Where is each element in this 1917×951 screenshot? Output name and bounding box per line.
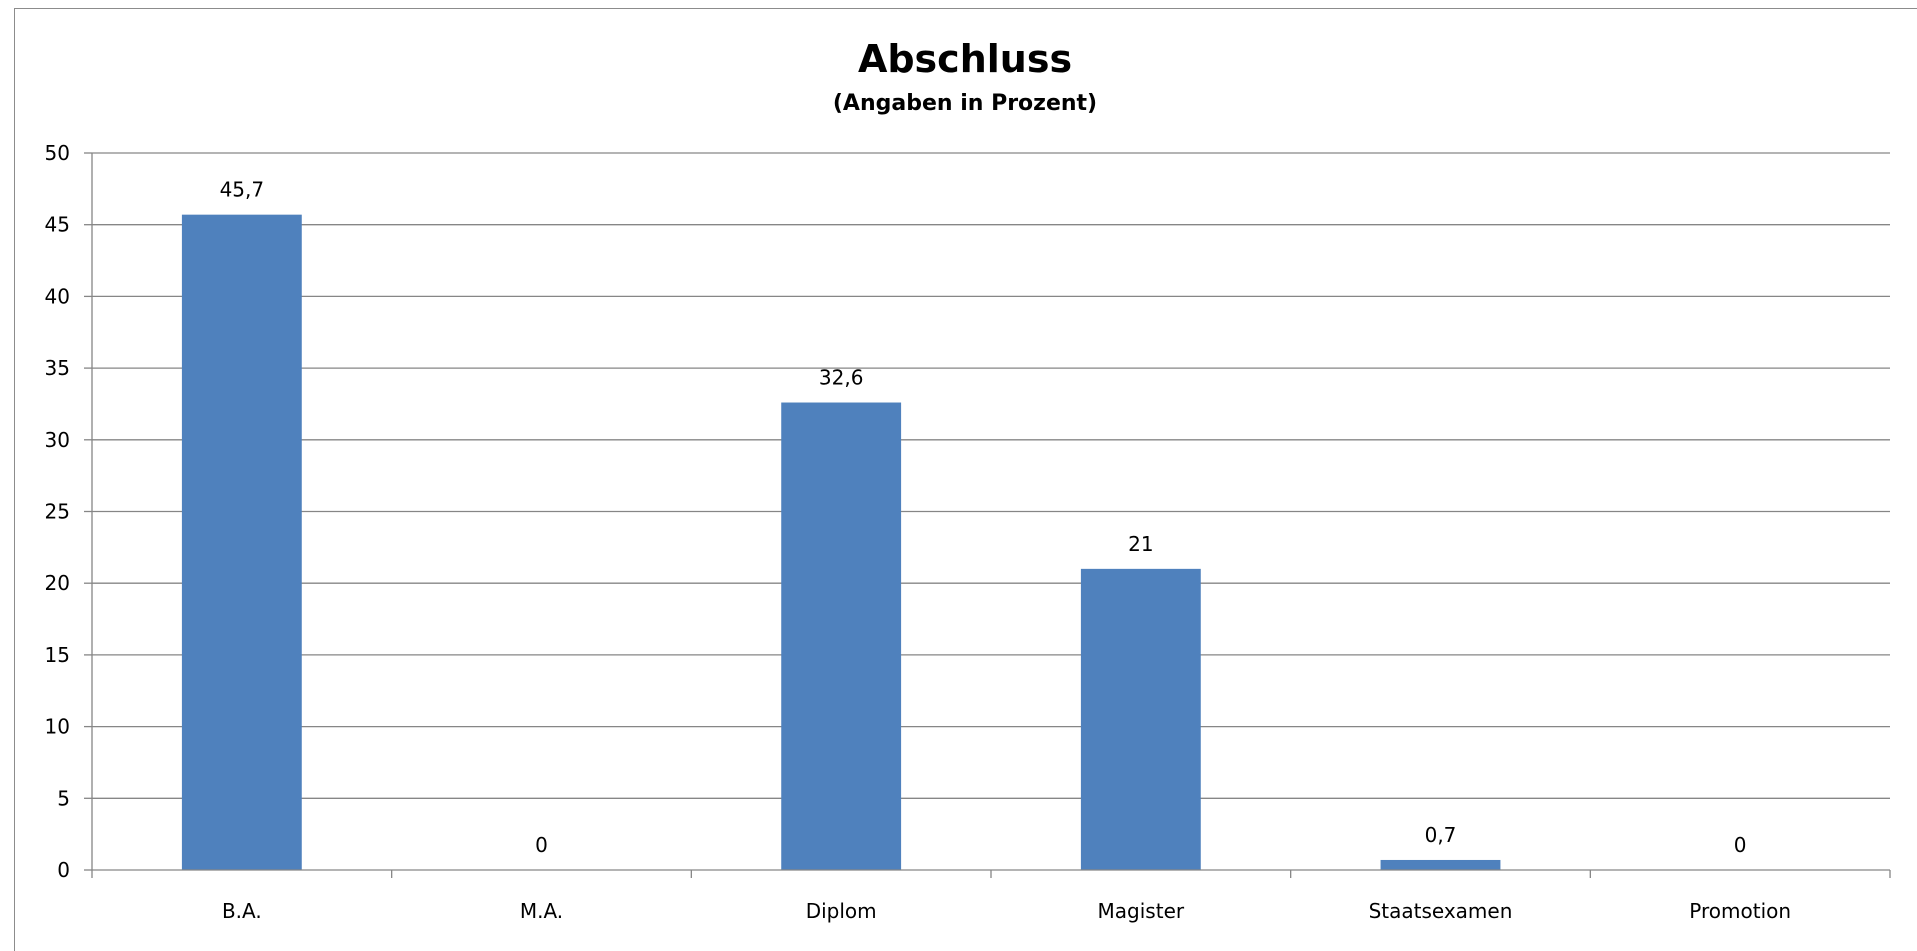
- y-axis-ticks: 0 5 10 15 20 25 30 35 40 45 50: [45, 141, 92, 882]
- y-tick-label: 15: [45, 643, 70, 667]
- category-label: M.A.: [520, 899, 563, 923]
- data-label: 0: [535, 833, 548, 857]
- y-tick-label: 40: [45, 284, 70, 308]
- chart-title: Abschluss: [858, 37, 1072, 81]
- y-tick-label: 5: [57, 786, 70, 810]
- bar: [1080, 568, 1201, 870]
- y-tick-label: 30: [45, 428, 70, 452]
- data-labels: 45,7 0 32,6 21 0,7 0: [220, 178, 1747, 857]
- y-tick-label: 35: [45, 356, 70, 380]
- category-label: Staatsexamen: [1369, 899, 1513, 923]
- data-label: 0: [1734, 833, 1747, 857]
- data-label: 21: [1128, 532, 1153, 556]
- bar: [181, 214, 302, 871]
- bars: [181, 214, 1501, 871]
- axes: [91, 153, 1891, 878]
- data-label: 0,7: [1425, 823, 1457, 847]
- category-label: Promotion: [1689, 899, 1791, 923]
- category-label: B.A.: [222, 899, 262, 923]
- x-axis-category-labels: B.A. M.A. Diplom Magister Staatsexamen Promot…: [222, 899, 1791, 923]
- category-label: Diplom: [806, 899, 877, 923]
- data-label: 45,7: [220, 178, 265, 202]
- data-label: 32,6: [819, 366, 864, 390]
- y-tick-label: 50: [45, 141, 70, 165]
- y-tick-label: 10: [45, 715, 70, 739]
- y-tick-label: 45: [45, 213, 70, 237]
- bar: [1380, 859, 1501, 870]
- y-tick-label: 0: [57, 858, 70, 882]
- bar: [781, 402, 902, 870]
- chart-subtitle: (Angaben in Prozent): [833, 91, 1097, 116]
- y-tick-label: 25: [45, 500, 70, 524]
- chart-frame: [14, 8, 1917, 951]
- category-label: Magister: [1098, 899, 1185, 923]
- y-tick-label: 20: [45, 571, 70, 595]
- gridlines: [92, 152, 1890, 799]
